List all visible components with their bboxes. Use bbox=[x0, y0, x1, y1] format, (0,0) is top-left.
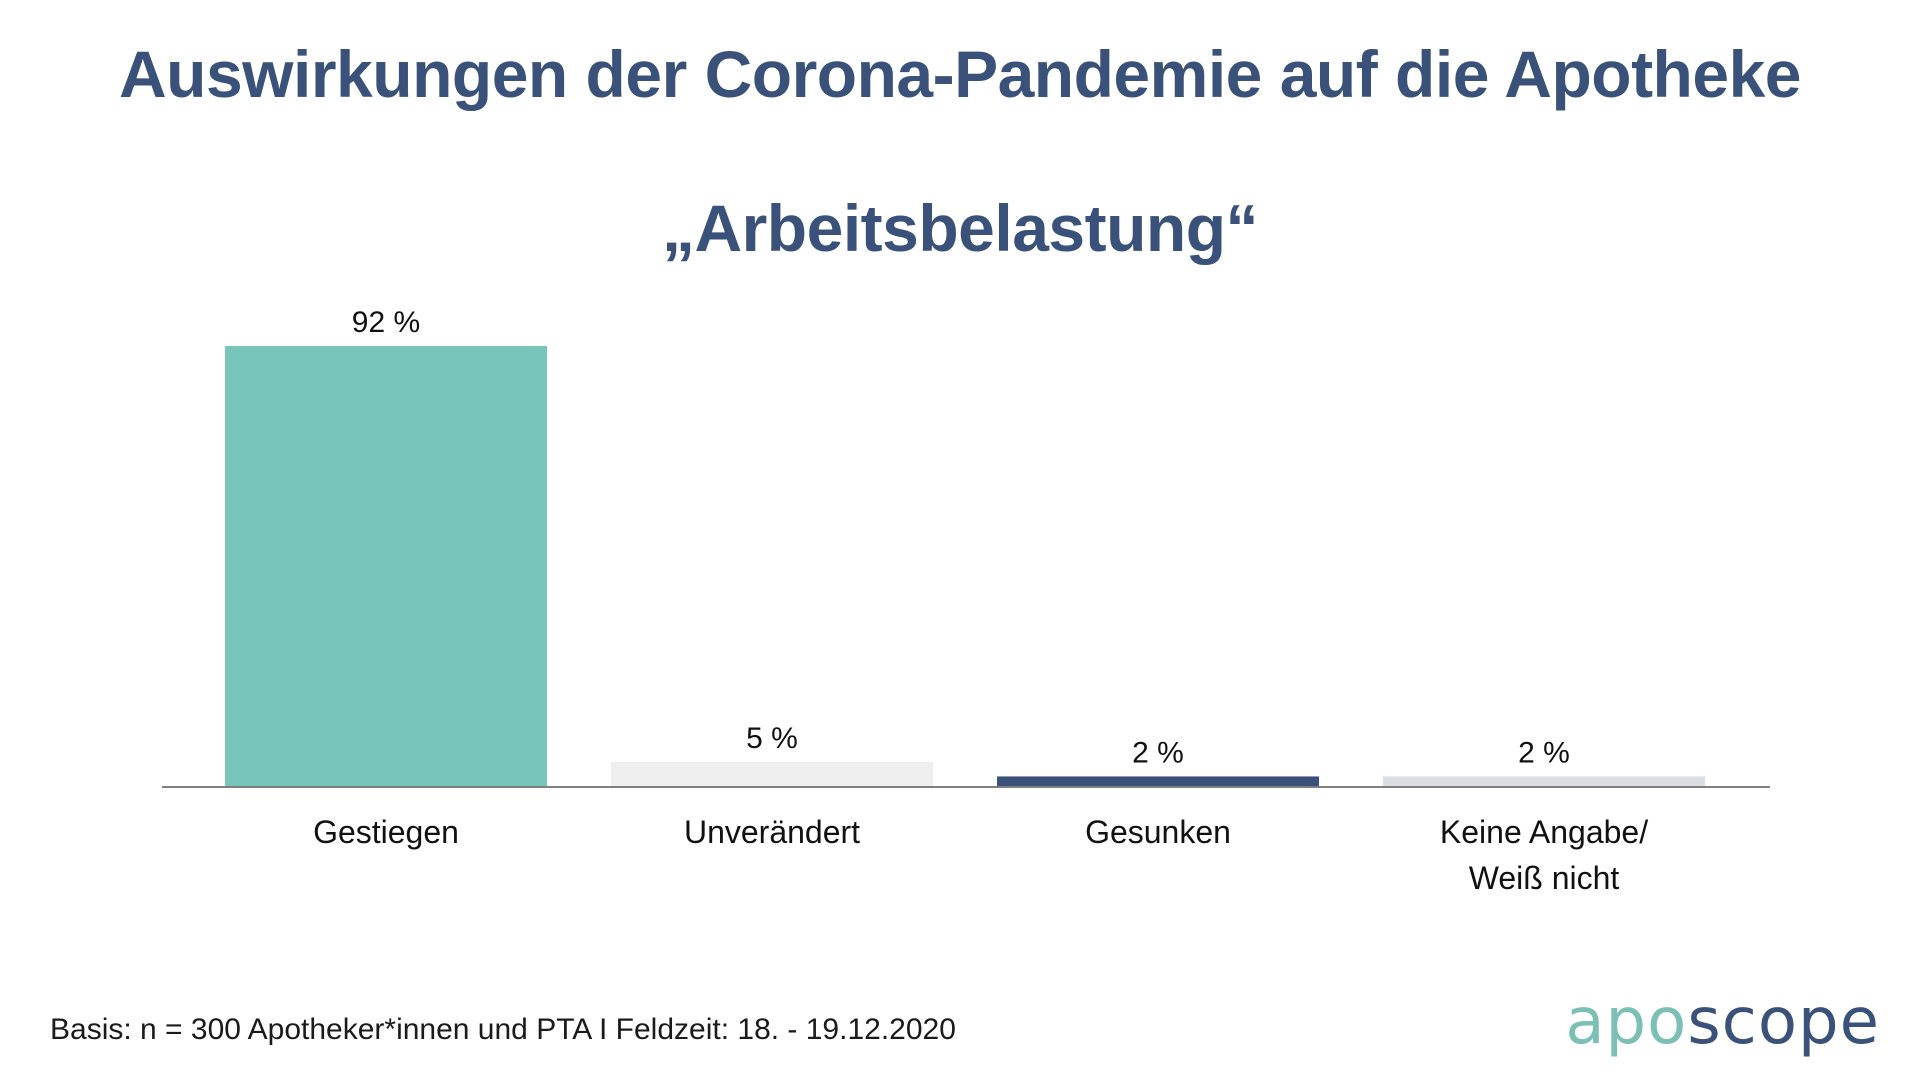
value-label-3: 2 % bbox=[1518, 736, 1570, 769]
category-label-1: Unverändert bbox=[684, 814, 860, 850]
bar-2 bbox=[997, 776, 1319, 786]
category-label-0: Gestiegen bbox=[313, 814, 459, 850]
logo-part-apo: apo bbox=[1565, 985, 1688, 1059]
value-label-2: 2 % bbox=[1132, 736, 1184, 769]
chart-title: Auswirkungen der Corona-Pandemie auf die… bbox=[119, 37, 1802, 111]
bar-1 bbox=[611, 762, 933, 786]
bar-chart: 92 % Gestiegen 5 % Unverändert 2 % Gesunken 2 … bbox=[162, 306, 1770, 896]
value-label-1: 5 % bbox=[746, 722, 798, 755]
footnote: Basis: n = 300 Apotheker*innen und PTA I… bbox=[50, 1013, 956, 1046]
value-label-0: 92 % bbox=[352, 306, 420, 339]
category-label-2: Gesunken bbox=[1085, 814, 1231, 850]
category-label-3: Keine Angabe/Weiß nicht bbox=[1440, 814, 1648, 896]
chart-subtitle: „Arbeitsbelastung“ bbox=[661, 191, 1259, 265]
bar-3 bbox=[1383, 776, 1705, 786]
logo-part-scope: scope bbox=[1687, 985, 1880, 1059]
aposcope-logo: aposcope bbox=[1565, 990, 1880, 1054]
bar-0 bbox=[225, 346, 547, 786]
